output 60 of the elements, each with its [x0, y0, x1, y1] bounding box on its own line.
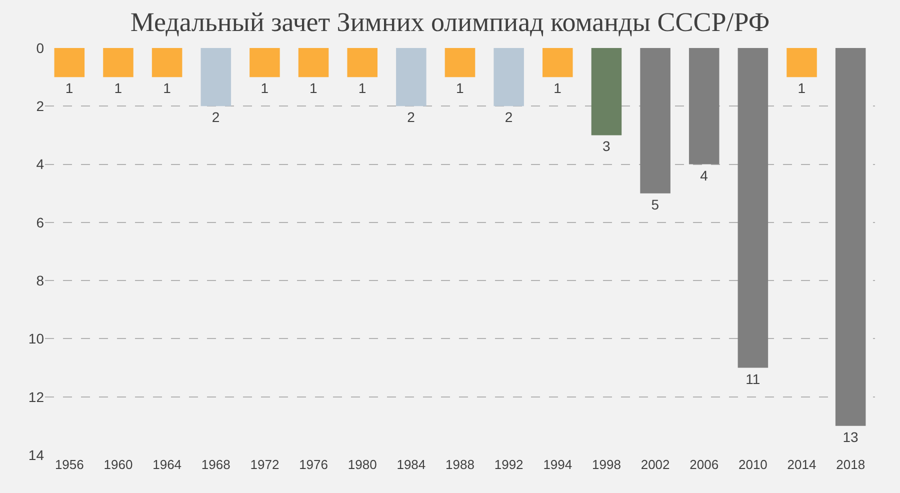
x-tick-label: 2014 — [787, 457, 816, 472]
data-label: 4 — [700, 167, 708, 184]
x-tick-label: 1984 — [396, 457, 426, 472]
bar — [542, 48, 573, 78]
chart-title: Медальный зачет Зимних олимпиад команды СССР/РФ — [130, 7, 770, 38]
data-label: 1 — [114, 80, 122, 96]
data-label: 1 — [456, 80, 464, 96]
data-label: 1 — [798, 80, 806, 96]
bar — [396, 48, 426, 106]
bar — [494, 48, 524, 106]
bar — [103, 48, 134, 78]
data-label: 1 — [65, 80, 74, 96]
y-tick-label: 10 — [28, 330, 44, 347]
bar — [347, 48, 378, 78]
bar — [152, 48, 182, 78]
y-tick-label: 4 — [36, 156, 44, 172]
x-tick-label: 2002 — [640, 457, 670, 472]
data-label: 3 — [602, 138, 610, 154]
data-label: 1 — [358, 80, 366, 96]
bar — [200, 48, 232, 106]
x-tick-label: 1956 — [54, 457, 84, 472]
bar — [250, 48, 280, 78]
x-tick-label: 1976 — [299, 457, 328, 472]
x-tick-label: 1960 — [104, 457, 133, 472]
data-label: 1 — [260, 80, 269, 96]
bar — [738, 48, 768, 368]
y-tick-label: 6 — [36, 214, 44, 230]
data-label: 1 — [554, 80, 562, 96]
y-tick-label: 12 — [28, 388, 44, 405]
x-tick-label: 2006 — [690, 457, 719, 472]
bar — [591, 48, 622, 136]
data-label: 5 — [651, 196, 660, 212]
x-tick-label: 1980 — [348, 457, 377, 472]
x-tick-label: 1988 — [446, 457, 474, 472]
x-tick-label: 1998 — [592, 457, 621, 472]
x-tick-label: 1992 — [494, 457, 524, 472]
x-tick-label: 1968 — [201, 457, 230, 472]
data-label: 2 — [504, 109, 513, 126]
data-label: 13 — [842, 428, 858, 445]
x-tick-label: 1964 — [152, 457, 182, 472]
y-tick-label: 8 — [36, 272, 44, 288]
data-label: 11 — [746, 370, 760, 387]
data-label: 1 — [163, 80, 172, 96]
bar — [444, 48, 476, 78]
data-label: 2 — [407, 109, 416, 126]
y-tick-label: 0 — [36, 40, 44, 56]
bar — [54, 48, 85, 78]
bar — [298, 48, 329, 78]
bar — [835, 48, 866, 426]
x-tick-label: 2010 — [738, 457, 768, 472]
x-tick-label: 2018 — [836, 457, 866, 472]
x-tick-label: 1972 — [250, 457, 280, 472]
y-tick-label: 14 — [28, 446, 44, 463]
bar — [640, 48, 670, 194]
data-label: 2 — [212, 109, 220, 126]
bar — [688, 48, 720, 164]
y-tick-label: 2 — [36, 98, 44, 114]
bar — [786, 48, 817, 78]
x-tick-label: 1994 — [543, 457, 572, 472]
data-label: 1 — [310, 80, 318, 96]
